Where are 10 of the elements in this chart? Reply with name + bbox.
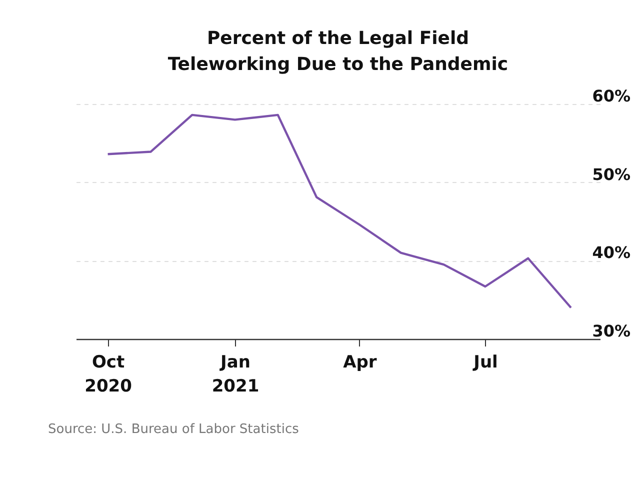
y-tick-label: 40%	[592, 243, 630, 262]
x-tick-label: Jul	[472, 352, 498, 372]
x-tick-label: Oct 2020	[84, 352, 132, 396]
y-tick-label: 30%	[592, 322, 630, 340]
y-tick-label: 50%	[592, 164, 630, 184]
chart-title: Percent of the Legal Field Teleworking Due to the Pandemic	[168, 28, 508, 75]
y-tick-label: 60%	[592, 86, 630, 106]
x-tick-label: Jan 2021	[212, 352, 260, 396]
x-tick-label: Apr	[343, 352, 378, 372]
source-note: Source: U.S. Bureau of Labor Statistics	[48, 422, 300, 437]
